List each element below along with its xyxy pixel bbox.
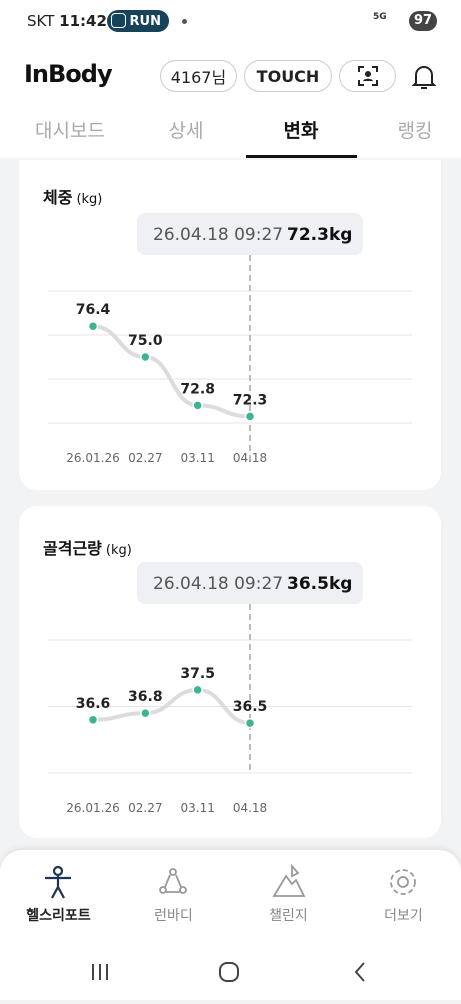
tab[interactable]: 대시보드 bbox=[35, 120, 105, 142]
tooltip-value: 72.3kg bbox=[287, 225, 352, 245]
nav-label[interactable]: 챌린지 bbox=[269, 908, 308, 924]
clock: 11:42 bbox=[59, 12, 107, 30]
date-label: 03.11 bbox=[180, 451, 214, 465]
nav-label[interactable]: 더보기 bbox=[384, 908, 423, 924]
value-label: 37.5 bbox=[180, 666, 215, 682]
user-pill[interactable]: 4167님 bbox=[160, 60, 237, 92]
nav-icons bbox=[45, 863, 416, 899]
tooltip bbox=[137, 562, 363, 604]
value-label: 36.5 bbox=[233, 699, 268, 715]
card bbox=[19, 506, 441, 838]
point bbox=[192, 400, 203, 411]
tab[interactable]: 변화 bbox=[283, 120, 319, 142]
date-label: 02.27 bbox=[128, 801, 162, 815]
point bbox=[244, 411, 256, 422]
title: 골격근량 bbox=[43, 539, 102, 558]
touch-pill[interactable]: TOUCH bbox=[244, 60, 332, 92]
title: 체중 bbox=[43, 188, 73, 207]
system-icons bbox=[92, 962, 365, 982]
logo: InBody bbox=[24, 60, 113, 88]
tooltip-date: 26.04.18 09:27 bbox=[153, 574, 283, 594]
date-label: 02.27 bbox=[128, 451, 162, 465]
value-label: 75.0 bbox=[128, 333, 163, 349]
dot bbox=[182, 19, 187, 24]
point bbox=[140, 707, 151, 719]
tooltip bbox=[137, 213, 363, 255]
date-label: 04.18 bbox=[233, 801, 267, 815]
nav-label[interactable]: 런바디 bbox=[154, 908, 193, 924]
tab-indicator bbox=[246, 155, 357, 158]
tooltip-date: 26.04.18 09:27 bbox=[153, 225, 283, 245]
tooltip-value: 36.5kg bbox=[287, 574, 352, 594]
point bbox=[244, 717, 256, 729]
point bbox=[192, 684, 203, 696]
bell-icon[interactable] bbox=[411, 63, 437, 91]
line bbox=[91, 687, 252, 726]
value-label: 36.8 bbox=[128, 689, 163, 705]
date-label: 04.18 bbox=[233, 451, 267, 465]
card-title: 골격근량 (kg) bbox=[43, 535, 132, 559]
scan-icon bbox=[357, 66, 378, 86]
date-label: 03.11 bbox=[180, 801, 214, 815]
unit: (kg) bbox=[105, 543, 132, 558]
battery: 97 bbox=[409, 11, 437, 31]
status-carrier: SKT 11:42 bbox=[27, 12, 107, 30]
date-label: 26.01.26 bbox=[66, 451, 119, 465]
card-title: 체중 (kg) bbox=[43, 184, 102, 208]
bottom-nav bbox=[0, 850, 461, 942]
date-label: 26.01.26 bbox=[66, 801, 119, 815]
value-label: 72.3 bbox=[233, 392, 268, 408]
network: 5G bbox=[373, 12, 387, 22]
nav-label[interactable]: 헬스리포트 bbox=[26, 908, 91, 924]
value-label: 76.4 bbox=[76, 302, 111, 318]
tab[interactable]: 상세 bbox=[168, 120, 204, 142]
badge-icon bbox=[111, 13, 126, 28]
carrier: SKT bbox=[27, 12, 55, 30]
point bbox=[87, 714, 99, 726]
tab[interactable]: 랭킹 bbox=[397, 120, 433, 142]
system-nav bbox=[0, 942, 461, 1000]
unit: (kg) bbox=[76, 192, 103, 207]
value-label: 36.6 bbox=[76, 696, 111, 712]
point bbox=[140, 351, 151, 363]
badge-text: RUN bbox=[129, 13, 161, 29]
line bbox=[91, 324, 252, 419]
value-label: 72.8 bbox=[180, 381, 215, 397]
scan-pill[interactable] bbox=[339, 60, 396, 92]
point bbox=[87, 320, 99, 332]
